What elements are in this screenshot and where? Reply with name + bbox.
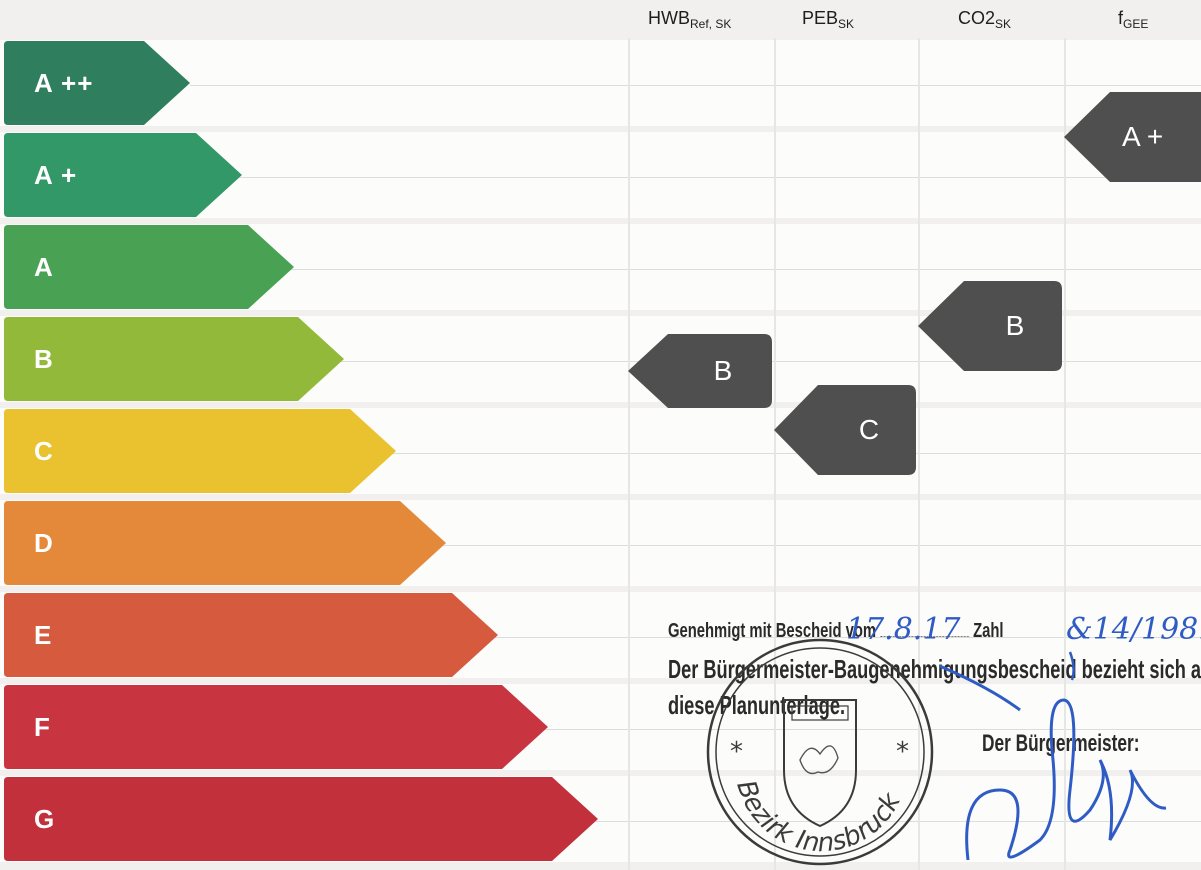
class-band: G — [4, 777, 598, 861]
grid-row — [0, 40, 1201, 126]
class-band: F — [4, 685, 548, 769]
class-band-label: A — [34, 252, 54, 282]
class-band-label: A + — [34, 160, 78, 190]
class-band: A + — [4, 133, 242, 217]
column-header-hwb: HWBRef, SK — [648, 8, 732, 31]
column-separator — [628, 38, 630, 870]
class-band: D — [4, 501, 446, 585]
class-band-label: F — [34, 712, 51, 742]
svg-text:*: * — [896, 737, 909, 767]
rating-marker-hwb: B — [628, 334, 772, 408]
grid-divider — [190, 269, 1201, 270]
class-band: A ++ — [4, 41, 190, 125]
rating-marker-fgee-label: A + — [1122, 121, 1164, 152]
rating-marker-fgee: A + — [1064, 92, 1201, 182]
class-band: A — [4, 225, 294, 309]
handwritten-number: &14/1981/1 — [1066, 612, 1201, 647]
svg-text:*: * — [730, 737, 743, 767]
class-band: B — [4, 317, 344, 401]
class-band-label: A ++ — [34, 68, 94, 98]
rating-marker-peb: C — [774, 385, 916, 475]
column-header-peb: PEBSK — [802, 8, 855, 31]
class-band: C — [4, 409, 396, 493]
handwritten-date: 17.8.17 — [846, 612, 961, 647]
approval-line-3: diese Planunterlage. — [668, 690, 846, 720]
approval-line-1: Genehmigt mit Bescheid vom Zahl — [668, 620, 1004, 642]
rating-marker-co2-label: B — [1005, 310, 1025, 341]
rating-marker-hwb-label: B — [713, 355, 733, 386]
column-header-co2: CO2SK — [958, 8, 1012, 31]
column-header-fgee: fGEE — [1118, 8, 1149, 31]
class-band-label: C — [34, 436, 54, 466]
class-band-label: E — [34, 620, 53, 650]
grid-divider — [190, 821, 1201, 822]
class-band: E — [4, 593, 498, 677]
column-separator — [774, 38, 776, 870]
grid-divider — [190, 729, 1201, 730]
grid-divider — [190, 177, 1201, 178]
rating-marker-co2: B — [918, 281, 1062, 371]
column-separator — [1064, 38, 1066, 870]
grid-divider — [190, 85, 1201, 86]
grid-divider — [190, 453, 1201, 454]
class-band-label: D — [34, 528, 54, 558]
class-band-label: G — [34, 804, 56, 834]
rating-marker-peb-label: C — [858, 414, 880, 445]
signatory-label: Der Bürgermeister: — [982, 730, 1140, 757]
handwritten-signature — [940, 651, 1167, 861]
municipal-seal: * * Bezirk Innsbruck — [706, 638, 934, 866]
grid-divider — [190, 637, 1201, 638]
grid-divider — [190, 545, 1201, 546]
class-band-label: B — [34, 344, 54, 374]
column-separator — [918, 38, 920, 870]
